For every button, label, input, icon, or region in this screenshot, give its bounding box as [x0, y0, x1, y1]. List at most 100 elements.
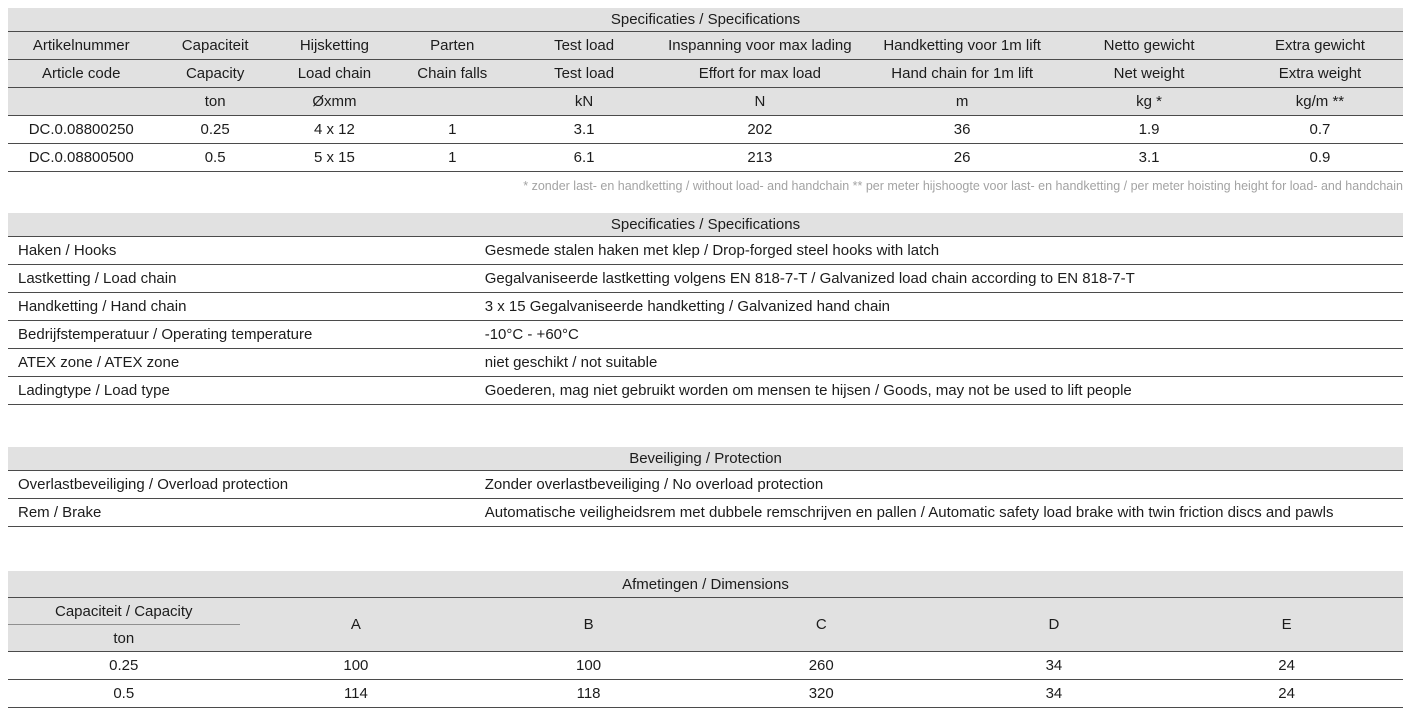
dimension-value: 100: [239, 651, 473, 680]
spec-cell: 0.9: [1236, 143, 1403, 172]
spec-cell: 3.1: [511, 115, 657, 144]
details-table-title: Specificaties / Specifications: [8, 213, 1403, 237]
property-label: Handketting / Hand chain: [8, 292, 477, 321]
spec-cell: 0.5: [154, 143, 276, 172]
protection-row: Overlastbeveiliging / Overload protectio…: [8, 470, 1403, 499]
spec-col-unit: [8, 87, 155, 116]
spec-col-header-nl: Test load: [511, 31, 657, 60]
spacer: [8, 527, 1403, 571]
property-row: Lastketting / Load chain Gegalvaniseerde …: [8, 264, 1403, 293]
spec-cell: DC.0.08800250: [8, 115, 155, 144]
details-table: Specificaties / Specifications Haken / H…: [8, 213, 1403, 405]
spec-col-unit: N: [656, 87, 864, 116]
property-label: Haken / Hooks: [8, 236, 477, 265]
spec-col-header-nl: Netto gewicht: [1061, 31, 1237, 60]
spec-cell: 1.9: [1061, 115, 1237, 144]
spec-col-header-en: Hand chain for 1m lift: [863, 59, 1062, 88]
spec-cell: 0.7: [1236, 115, 1403, 144]
spec-cell: DC.0.08800500: [8, 143, 155, 172]
spec-col-header-en: Net weight: [1061, 59, 1237, 88]
spec-cell: 6.1: [511, 143, 657, 172]
property-value: Gesmede stalen haken met klep / Drop-for…: [476, 236, 1403, 265]
dimension-col-header: E: [1170, 597, 1403, 652]
protection-label: Rem / Brake: [8, 498, 477, 527]
dimension-value: 34: [937, 651, 1171, 680]
dimension-value: 260: [704, 651, 938, 680]
property-value: Goederen, mag niet gebruikt worden om me…: [476, 376, 1403, 405]
property-value: Gegalvaniseerde lastketting volgens EN 8…: [476, 264, 1403, 293]
footnote: * zonder last- en handketting / without …: [523, 179, 1403, 193]
spec-cell: 1: [393, 115, 512, 144]
property-row: Ladingtype / Load type Goederen, mag niet…: [8, 376, 1403, 405]
capacity-column-header: Capaciteit / Capacity: [8, 597, 240, 625]
specifications-table: Specificaties / Specifications Artikelnu…: [8, 8, 1403, 172]
property-value: -10°C - +60°C: [476, 320, 1403, 349]
spec-cell: 26: [863, 143, 1062, 172]
spacer: [8, 405, 1403, 447]
dimension-capacity: 0.5: [8, 679, 240, 708]
spec-col-header-nl: Handketting voor 1m lift: [863, 31, 1062, 60]
spec-col-header-en: Test load: [511, 59, 657, 88]
dimension-col-header: B: [472, 597, 705, 652]
property-row: Haken / Hooks Gesmede stalen haken met kl…: [8, 236, 1403, 265]
protection-table: Beveiliging / Protection Overlastbeveili…: [8, 447, 1403, 527]
spec-col-header-en: Effort for max load: [656, 59, 864, 88]
dimension-value: 100: [472, 651, 705, 680]
dimension-row: 0.5 114 118 320 34 24: [8, 679, 1403, 708]
protection-row: Rem / Brake Automatische veiligheidsrem m…: [8, 498, 1403, 527]
spec-col-unit: kN: [511, 87, 657, 116]
dimensions-table-title: Afmetingen / Dimensions: [8, 571, 1403, 598]
spec-cell: 3.1: [1061, 143, 1237, 172]
property-row: Handketting / Hand chain 3 x 15 Gegalvani…: [8, 292, 1403, 321]
spec-col-header-nl: Inspanning voor max lading: [656, 31, 864, 60]
spec-cell: 1: [393, 143, 512, 172]
dimension-value: 24: [1170, 651, 1403, 680]
spec-col-header-en: Load chain: [275, 59, 393, 88]
spec-col-header-en: Extra weight: [1236, 59, 1403, 88]
specifications-table-title-row: Specificaties / Specifications: [8, 8, 1403, 32]
dimensions-table: Afmetingen / Dimensions Capaciteit / Cap…: [8, 571, 1403, 708]
spec-col-header-en: Chain falls: [393, 59, 512, 88]
dimensions-table-title-row: Afmetingen / Dimensions: [8, 571, 1403, 598]
property-label: Ladingtype / Load type: [8, 376, 477, 405]
dimension-value: 118: [472, 679, 705, 708]
spec-col-unit: Øxmm: [275, 87, 393, 116]
spec-col-unit: kg/m **: [1236, 87, 1403, 116]
property-row: ATEX zone / ATEX zone niet geschikt / not…: [8, 348, 1403, 377]
capacity-unit: ton: [8, 624, 240, 652]
dimension-capacity: 0.25: [8, 651, 240, 680]
spec-cell: 213: [656, 143, 864, 172]
property-label: Lastketting / Load chain: [8, 264, 477, 293]
spec-cell: 202: [656, 115, 864, 144]
dimension-value: 114: [239, 679, 473, 708]
dimension-value: 24: [1170, 679, 1403, 708]
dimension-col-header: A: [239, 597, 473, 652]
spec-col-header-en: Capacity: [154, 59, 276, 88]
spec-cell: 5 x 15: [275, 143, 393, 172]
spec-col-header-nl: Hijsketting: [275, 31, 393, 60]
property-row: Bedrijfstemperatuur / Operating temperat…: [8, 320, 1403, 349]
spec-col-header-nl: Extra gewicht: [1236, 31, 1403, 60]
protection-table-title: Beveiliging / Protection: [8, 447, 1403, 471]
spec-col-header-en: Article code: [8, 59, 155, 88]
spec-col-unit: m: [863, 87, 1062, 116]
protection-value: Zonder overlastbeveiliging / No overload…: [476, 470, 1403, 499]
dimension-value: 34: [937, 679, 1171, 708]
spec-header-row-en: Article code Capacity Load chain Chain fall…: [8, 59, 1403, 88]
property-value: niet geschikt / not suitable: [476, 348, 1403, 377]
spec-header-row-nl: Artikelnummer Capaciteit Hijsketting Parten…: [8, 31, 1403, 60]
specifications-table-title: Specificaties / Specifications: [8, 8, 1403, 32]
dimensions-unit-row: ton: [8, 624, 1403, 652]
protection-label: Overlastbeveiliging / Overload protectio…: [8, 470, 477, 499]
spec-data-row: DC.0.08800250 0.25 4 x 12 1 3.1 202 36 1.9 0.7: [8, 115, 1403, 144]
property-value: 3 x 15 Gegalvaniseerde handketting / Gal…: [476, 292, 1403, 321]
details-table-title-row: Specificaties / Specifications: [8, 213, 1403, 237]
spec-col-header-nl: Parten: [393, 31, 512, 60]
spec-col-header-nl: Artikelnummer: [8, 31, 155, 60]
spec-col-unit: [393, 87, 512, 116]
dimension-col-header: C: [704, 597, 938, 652]
property-label: Bedrijfstemperatuur / Operating temperat…: [8, 320, 477, 349]
